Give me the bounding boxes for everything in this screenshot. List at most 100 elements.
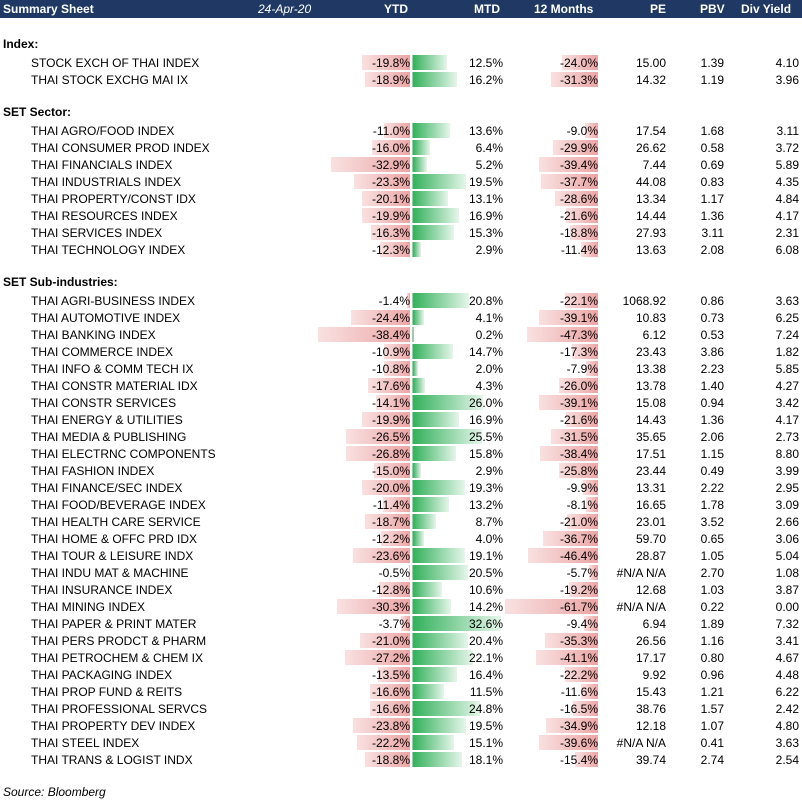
- index-name: THAI HEALTH CARE SERVICE: [31, 515, 201, 529]
- ytd-bar: [383, 344, 410, 359]
- mtd-value: 16.2%: [468, 73, 503, 87]
- ytd-bar: [370, 225, 410, 240]
- ytd-bar: [374, 463, 410, 478]
- m12-value: -15.4%: [559, 753, 598, 767]
- pe-value: 9.92: [642, 668, 666, 682]
- div-yield-value: 4.17: [775, 209, 799, 223]
- mtd-value: 15.1%: [468, 736, 503, 750]
- div-yield-value: 2.54: [775, 753, 799, 767]
- mtd-bar: [413, 565, 469, 580]
- m12-value: -37.7%: [559, 175, 598, 189]
- axis-line: [412, 701, 413, 716]
- pe-value: 12.18: [635, 719, 666, 733]
- pe-value: 23.43: [635, 345, 666, 359]
- table-row: THAI CONSTR SERVICES -14.1% 26.0% -39.1% 15.…: [0, 394, 802, 411]
- pbv-value: 0.73: [700, 311, 724, 325]
- ytd-bar: [352, 718, 410, 733]
- mtd-bar: [413, 480, 466, 495]
- m12-value: -38.4%: [559, 447, 598, 461]
- ytd-value: -18.9%: [371, 73, 410, 87]
- ytd-value: -27.2%: [371, 651, 410, 665]
- div-yield-value: 3.06: [775, 532, 799, 546]
- mtd-bar: [413, 497, 449, 512]
- pbv-value: 2.22: [700, 481, 724, 495]
- mtd-bar: [413, 616, 502, 631]
- m12-value: -22.2%: [559, 668, 598, 682]
- axis-line: [412, 123, 413, 138]
- pe-value: 17.54: [635, 124, 666, 138]
- m12-bar: [583, 616, 598, 631]
- pbv-value: 0.49: [700, 464, 724, 478]
- ytd-value: -19.9%: [371, 413, 410, 427]
- index-name: STOCK EXCH OF THAI INDEX: [31, 56, 200, 70]
- ytd-bar: [382, 497, 410, 512]
- index-name: THAI CONSUMER PROD INDEX: [31, 141, 210, 155]
- axis-line: [412, 174, 413, 189]
- m12-value: -22.1%: [559, 294, 598, 308]
- section-title: SET Sub-industries:: [3, 275, 118, 289]
- m12-value: -39.6%: [559, 736, 598, 750]
- mtd-value: 18.1%: [468, 753, 503, 767]
- axis-line: [412, 514, 413, 529]
- mtd-value: 15.3%: [468, 226, 503, 240]
- div-yield-value: 0.00: [775, 600, 799, 614]
- mtd-bar: [413, 599, 452, 614]
- mtd-value: 26.0%: [468, 396, 503, 410]
- ytd-bar: [380, 531, 410, 546]
- axis-line: [412, 582, 413, 597]
- ytd-bar: [354, 174, 410, 189]
- index-name: THAI PERS PRODCT & PHARM: [31, 634, 207, 648]
- mtd-value: 8.7%: [475, 515, 503, 529]
- axis-line: [412, 548, 413, 563]
- index-name: THAI PAPER & PRINT MATER: [31, 617, 197, 631]
- index-name: THAI TRANS & LOGIST INDX: [31, 753, 193, 767]
- index-name: THAI STEEL INDEX: [31, 736, 140, 750]
- div-yield-value: 4.10: [775, 56, 799, 70]
- pbv-value: 0.96: [700, 668, 724, 682]
- index-name: THAI MEDIA & PUBLISHING: [31, 430, 187, 444]
- pe-value: 23.44: [635, 464, 666, 478]
- pe-value: 15.43: [635, 685, 666, 699]
- table-row: THAI HEALTH CARE SERVICE -18.7% 8.7% -21.0%…: [0, 513, 802, 530]
- index-name: THAI FINANCIALS INDEX: [31, 158, 173, 172]
- m12-value: -29.9%: [559, 141, 598, 155]
- ytd-bar: [367, 378, 410, 393]
- div-yield-value: 3.41: [775, 634, 799, 648]
- mtd-bar: [413, 140, 431, 155]
- mtd-value: 20.5%: [468, 566, 503, 580]
- mtd-bar: [413, 72, 457, 87]
- div-yield-value: 6.08: [775, 243, 799, 257]
- table-row: THAI CONSUMER PROD INDEX -16.0% 6.4% -29.9%…: [0, 139, 802, 156]
- table-row: THAI INDUSTRIALS INDEX -23.3% 19.5% -37.7% 4…: [0, 173, 802, 190]
- m12-bar: [569, 225, 598, 240]
- table-row: THAI STEEL INDEX -22.2% 15.1% -39.6% #N/A N/…: [0, 734, 802, 751]
- table-row: THAI STOCK EXCHG MAI IX -18.9% 16.2% -31.3%…: [0, 71, 802, 88]
- pbv-value: 0.83: [700, 175, 724, 189]
- ytd-value: -21.0%: [371, 634, 410, 648]
- div-yield-value: 5.85: [775, 362, 799, 376]
- mtd-bar: [413, 752, 462, 767]
- index-name: THAI FOOD/BEVERAGE INDEX: [31, 498, 206, 512]
- mtd-bar: [413, 123, 450, 138]
- index-name: THAI PROP FUND & REITS: [31, 685, 183, 699]
- m12-value: -35.3%: [559, 634, 598, 648]
- col-header-12m: 12 Months: [534, 2, 594, 16]
- pbv-value: 1.15: [700, 447, 724, 461]
- m12-value: -61.7%: [559, 600, 598, 614]
- mtd-value: 20.4%: [468, 634, 503, 648]
- div-yield-value: 2.95: [775, 481, 799, 495]
- ytd-value: -16.0%: [371, 141, 410, 155]
- m12-value: -39.1%: [559, 311, 598, 325]
- axis-line: [412, 140, 413, 155]
- mtd-value: 24.8%: [468, 702, 503, 716]
- m12-bar: [528, 548, 598, 563]
- ytd-bar: [317, 327, 410, 342]
- pe-value: 38.76: [635, 702, 666, 716]
- mtd-bar: [413, 242, 421, 257]
- ytd-bar: [364, 72, 410, 87]
- m12-value: -21.0%: [559, 515, 598, 529]
- ytd-bar: [337, 599, 410, 614]
- mtd-bar: [413, 463, 421, 478]
- ytd-bar: [370, 684, 410, 699]
